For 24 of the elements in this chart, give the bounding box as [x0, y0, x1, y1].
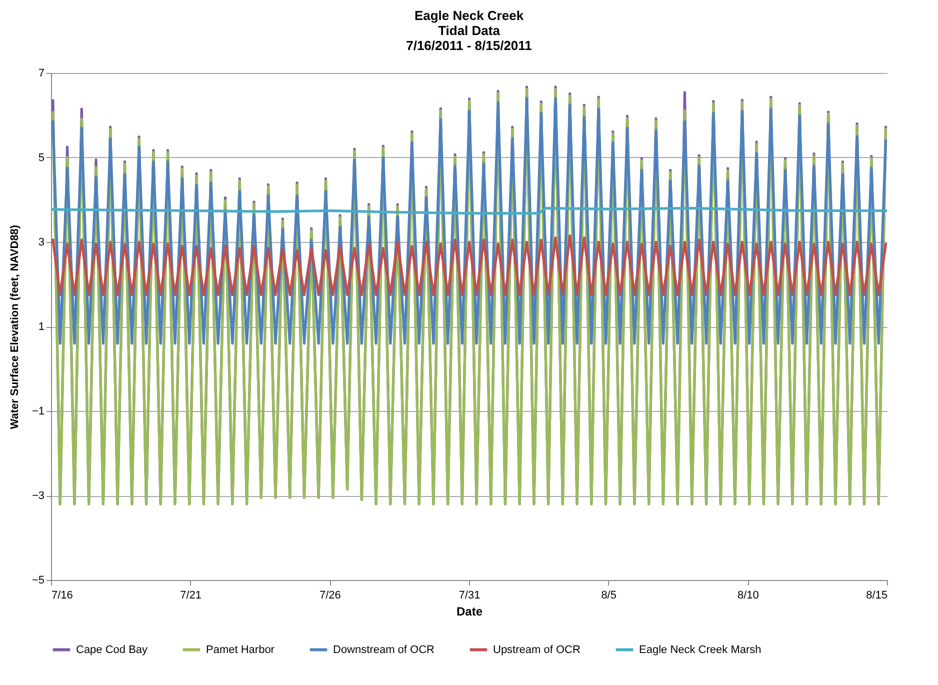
x-tick-label: 7/31 — [458, 590, 480, 602]
legend-label: Upstream of OCR — [493, 644, 580, 656]
y-tick-label: −1 — [32, 406, 44, 418]
legend-label: Downstream of OCR — [333, 644, 435, 656]
y-axis-title: Water Surface Elevation (feet, NAVD88) — [8, 224, 21, 430]
x-tick-label: 8/10 — [737, 590, 759, 602]
line-series — [52, 234, 887, 296]
x-tick-label: 7/21 — [180, 590, 202, 602]
y-tick-label: −3 — [32, 490, 44, 502]
y-tick-label: 3 — [38, 236, 44, 248]
x-tick-label: 8/15 — [866, 590, 888, 602]
chart-title: Eagle Neck Creek — [414, 8, 524, 23]
y-tick-label: 7 — [38, 68, 44, 80]
x-axis-title: Date — [456, 604, 483, 618]
x-tick-label: 7/26 — [319, 590, 341, 602]
legend-label: Eagle Neck Creek Marsh — [639, 644, 762, 656]
chart-subtitle: Tidal Data 7/16/2011 - 8/15/2011 — [406, 23, 532, 53]
y-tick-label: 1 — [38, 321, 44, 333]
x-tick-label: 8/5 — [601, 590, 616, 602]
y-tick-label: 5 — [38, 152, 44, 164]
x-tick-label: 7/16 — [52, 590, 73, 602]
legend-label: Pamet Harbor — [206, 644, 275, 656]
y-tick-label: −5 — [32, 574, 44, 586]
legend-label: Cape Cod Bay — [76, 644, 148, 656]
